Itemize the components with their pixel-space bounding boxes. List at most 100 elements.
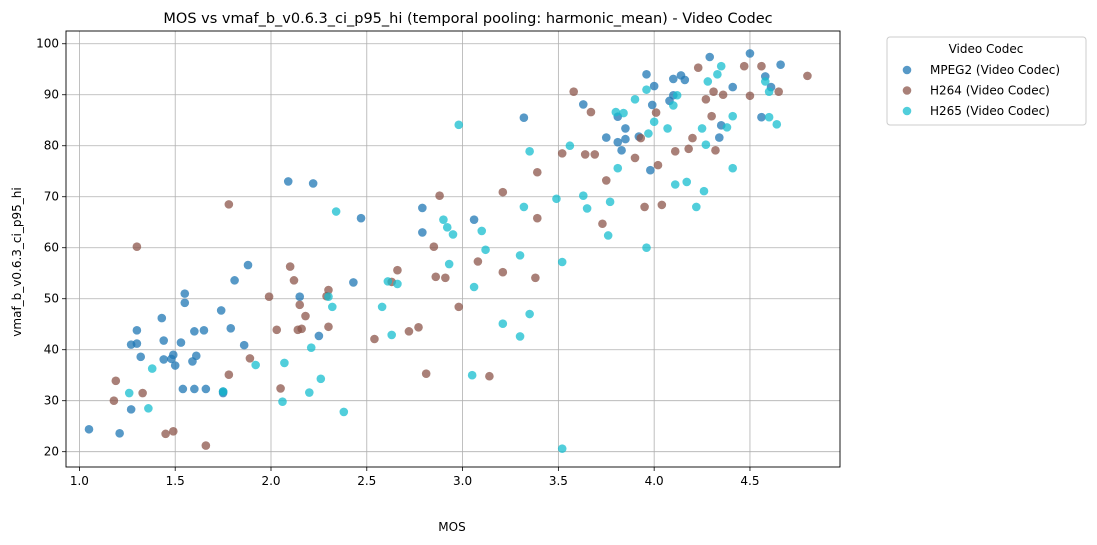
data-point [190, 327, 199, 336]
data-point [764, 112, 774, 122]
data-point [441, 273, 450, 283]
data-point [699, 186, 709, 196]
data-point [578, 191, 588, 201]
data-point [611, 107, 621, 117]
data-point [728, 163, 738, 173]
data-point [718, 90, 728, 100]
x-tick-label: 1.5 [166, 474, 185, 488]
data-point [124, 388, 134, 398]
data-point [739, 61, 749, 71]
data-point [84, 424, 94, 434]
data-point [515, 332, 525, 341]
data-point [132, 339, 142, 348]
data-point [477, 226, 487, 236]
data-point [170, 361, 180, 370]
data-point [640, 202, 649, 212]
data-point [216, 306, 226, 315]
data-point [603, 231, 613, 240]
y-tick-label: 30 [44, 394, 59, 408]
data-point [598, 219, 607, 229]
data-point [224, 370, 234, 380]
data-point [161, 429, 170, 439]
legend-marker [902, 86, 912, 95]
data-point [745, 49, 755, 58]
data-point [649, 117, 659, 127]
data-point [109, 396, 119, 406]
data-point [280, 358, 289, 368]
data-point [617, 146, 626, 155]
data-point [498, 319, 508, 329]
legend-item: H265 (Video Codec) [902, 104, 1050, 118]
data-point [711, 146, 720, 155]
data-point [697, 124, 707, 133]
data-point [159, 336, 169, 345]
data-point [285, 262, 295, 271]
data-point [532, 213, 542, 223]
data-point [525, 309, 534, 319]
data-point [647, 100, 657, 110]
data-point [218, 387, 228, 396]
data-point [565, 141, 575, 151]
data-point [774, 87, 783, 96]
data-point [613, 137, 623, 147]
grid-lines [66, 31, 840, 467]
data-point [757, 61, 766, 71]
data-point [515, 251, 525, 260]
data-point [481, 245, 490, 255]
data-point [157, 313, 167, 323]
legend-frame [886, 36, 1087, 126]
data-point [636, 133, 646, 143]
data-point [701, 140, 711, 150]
data-point [728, 82, 738, 92]
data-point [454, 120, 464, 130]
data-point [803, 71, 812, 81]
data-point [272, 325, 282, 335]
data-point [578, 100, 588, 109]
x-axis-ticks: 1.0 1.5 2.0 2.5 3.0 3.5 4.0 4.5 [70, 467, 760, 488]
legend-label: H264 (Video Codec) [930, 84, 1050, 98]
data-point [264, 292, 274, 301]
data-point [552, 194, 561, 204]
data-point [324, 292, 333, 301]
data-point [159, 355, 169, 364]
data-point [356, 213, 366, 223]
data-point [644, 129, 653, 138]
data-point [657, 200, 667, 210]
data-point [709, 87, 718, 96]
data-point [613, 163, 623, 173]
data-point [642, 85, 651, 94]
data-point [601, 176, 611, 185]
y-tick-label: 100 [36, 37, 59, 51]
data-point [136, 352, 146, 362]
data-point [682, 177, 692, 187]
data-point [421, 369, 431, 378]
data-point [621, 124, 630, 133]
legend-marker [902, 65, 912, 75]
y-axis-ticks: 20 30 40 50 60 70 80 90 100 [36, 37, 66, 459]
series-2 [124, 61, 782, 453]
data-point [557, 257, 567, 267]
y-tick-label: 60 [44, 241, 59, 255]
data-point [295, 300, 305, 310]
data-point [115, 429, 124, 438]
x-tick-label: 4.0 [645, 474, 664, 488]
data-point [190, 384, 199, 394]
data-points [84, 49, 812, 453]
data-point [168, 350, 178, 360]
data-point [439, 215, 448, 224]
data-point [178, 384, 188, 394]
data-point [669, 74, 678, 84]
data-point [703, 77, 713, 86]
data-point [670, 180, 680, 189]
data-point [224, 200, 234, 209]
data-point [316, 374, 326, 384]
data-point [251, 360, 260, 370]
legend-title: Video Codec [949, 42, 1024, 56]
data-point [630, 95, 640, 104]
data-point [705, 52, 715, 62]
data-point [199, 326, 209, 335]
data-point [642, 70, 651, 79]
data-point [722, 123, 732, 132]
data-point [377, 302, 387, 312]
